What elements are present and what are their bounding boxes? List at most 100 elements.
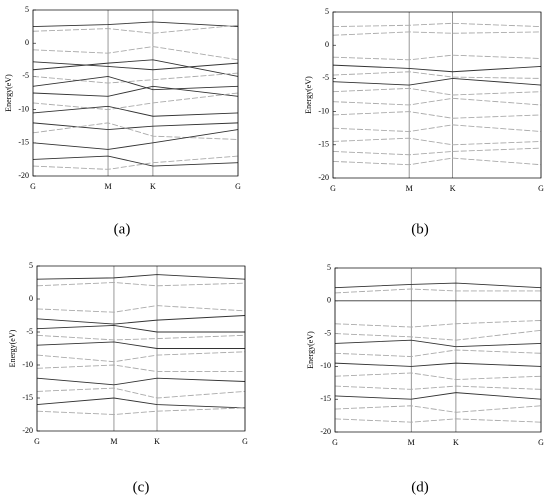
y-tick-label: -20 — [320, 427, 331, 436]
x-tick-label: M — [104, 182, 111, 191]
x-tick-label: M — [406, 184, 413, 193]
band-line — [32, 75, 239, 91]
x-tick-label: K — [154, 437, 160, 446]
band-line — [332, 71, 542, 79]
band-line — [334, 282, 542, 289]
y-tick-label: 5 — [325, 7, 329, 16]
y-tick-label: -5 — [26, 327, 33, 336]
band-line — [36, 387, 246, 399]
band-line — [334, 349, 542, 358]
x-tick-label: G — [538, 184, 544, 193]
y-tick-label: -10 — [318, 106, 329, 115]
band-line — [36, 282, 246, 287]
band-line — [36, 407, 246, 415]
y-tick-label: -20 — [22, 426, 33, 435]
band-line — [32, 59, 239, 77]
y-axis-label: Energy(eV) — [306, 331, 315, 369]
y-axis-label: Energy(eV) — [4, 74, 13, 112]
x-tick-label: G — [235, 182, 241, 191]
x-tick-label: K — [453, 438, 459, 447]
x-tick-label: M — [408, 438, 415, 447]
y-tick-label: -20 — [18, 171, 29, 180]
panel-caption: (b) — [411, 221, 429, 237]
x-tick-label: G — [34, 437, 40, 446]
band-line — [36, 334, 246, 341]
band-line — [32, 24, 239, 34]
band-line — [36, 364, 245, 373]
band-line — [334, 418, 542, 423]
y-tick-label: 5 — [327, 263, 331, 272]
band-line — [36, 315, 246, 325]
band-line — [32, 21, 239, 28]
y-tick-label: -15 — [318, 140, 329, 149]
band-line — [334, 405, 542, 413]
band-line — [32, 105, 239, 117]
band-line — [332, 147, 542, 156]
y-tick-label: -20 — [318, 173, 329, 182]
band-line — [36, 397, 246, 409]
y-tick-label: -15 — [320, 394, 331, 403]
band-line — [36, 351, 246, 363]
band-line — [36, 377, 246, 386]
band-line — [332, 111, 542, 119]
y-axis-label: Energy(eV) — [304, 76, 313, 114]
band-line — [36, 305, 246, 313]
y-tick-label: 0 — [25, 38, 29, 47]
plot-frame — [332, 11, 542, 179]
band-line — [36, 341, 245, 349]
y-tick-label: -5 — [322, 73, 329, 82]
y-tick-label: 0 — [29, 294, 33, 303]
band-line — [32, 122, 239, 140]
band-line — [32, 129, 239, 150]
x-tick-label: M — [110, 437, 117, 446]
x-tick-label: K — [450, 184, 456, 193]
x-tick-label: G — [30, 182, 36, 191]
panel-caption: (d) — [411, 479, 429, 495]
band-line — [334, 339, 542, 348]
band-line — [332, 137, 542, 146]
band-line — [332, 22, 542, 28]
y-tick-label: -5 — [22, 71, 29, 80]
band-line — [332, 97, 542, 106]
y-tick-label: 0 — [325, 40, 329, 49]
y-tick-label: 0 — [327, 296, 331, 305]
x-tick-label: G — [332, 438, 338, 447]
band-line — [334, 362, 542, 367]
band-line — [36, 274, 246, 280]
y-tick-label: -15 — [22, 393, 33, 402]
x-tick-label: G — [538, 438, 544, 447]
band-line — [32, 61, 239, 71]
x-tick-label: G — [242, 437, 248, 446]
y-tick-label: 5 — [29, 261, 33, 270]
plot-frame — [334, 267, 542, 433]
band-line — [332, 54, 542, 61]
y-tick-label: 5 — [25, 5, 29, 14]
x-tick-label: K — [150, 182, 156, 191]
panel-caption: (a) — [114, 221, 131, 237]
band-line — [32, 46, 239, 61]
plot-frame — [36, 265, 246, 432]
band-line — [32, 92, 239, 111]
band-line — [32, 72, 239, 84]
band-line — [334, 320, 542, 328]
band-line — [334, 372, 542, 380]
band-line — [32, 155, 239, 170]
band-line — [332, 87, 542, 96]
band-line — [332, 31, 542, 36]
band-line — [332, 77, 542, 86]
panel-caption: (c) — [133, 479, 150, 495]
y-tick-label: -5 — [324, 328, 331, 337]
band-line — [32, 122, 239, 130]
plot-frame — [32, 9, 239, 177]
band-line — [334, 329, 542, 341]
band-line — [332, 64, 542, 73]
band-line — [36, 324, 245, 333]
y-axis-label: Energy(eV) — [8, 329, 17, 367]
band-line — [334, 392, 542, 400]
x-tick-label: G — [330, 184, 336, 193]
band-line — [32, 155, 239, 167]
band-line — [334, 288, 541, 294]
y-tick-label: -10 — [320, 361, 331, 370]
y-tick-label: -10 — [18, 104, 29, 113]
